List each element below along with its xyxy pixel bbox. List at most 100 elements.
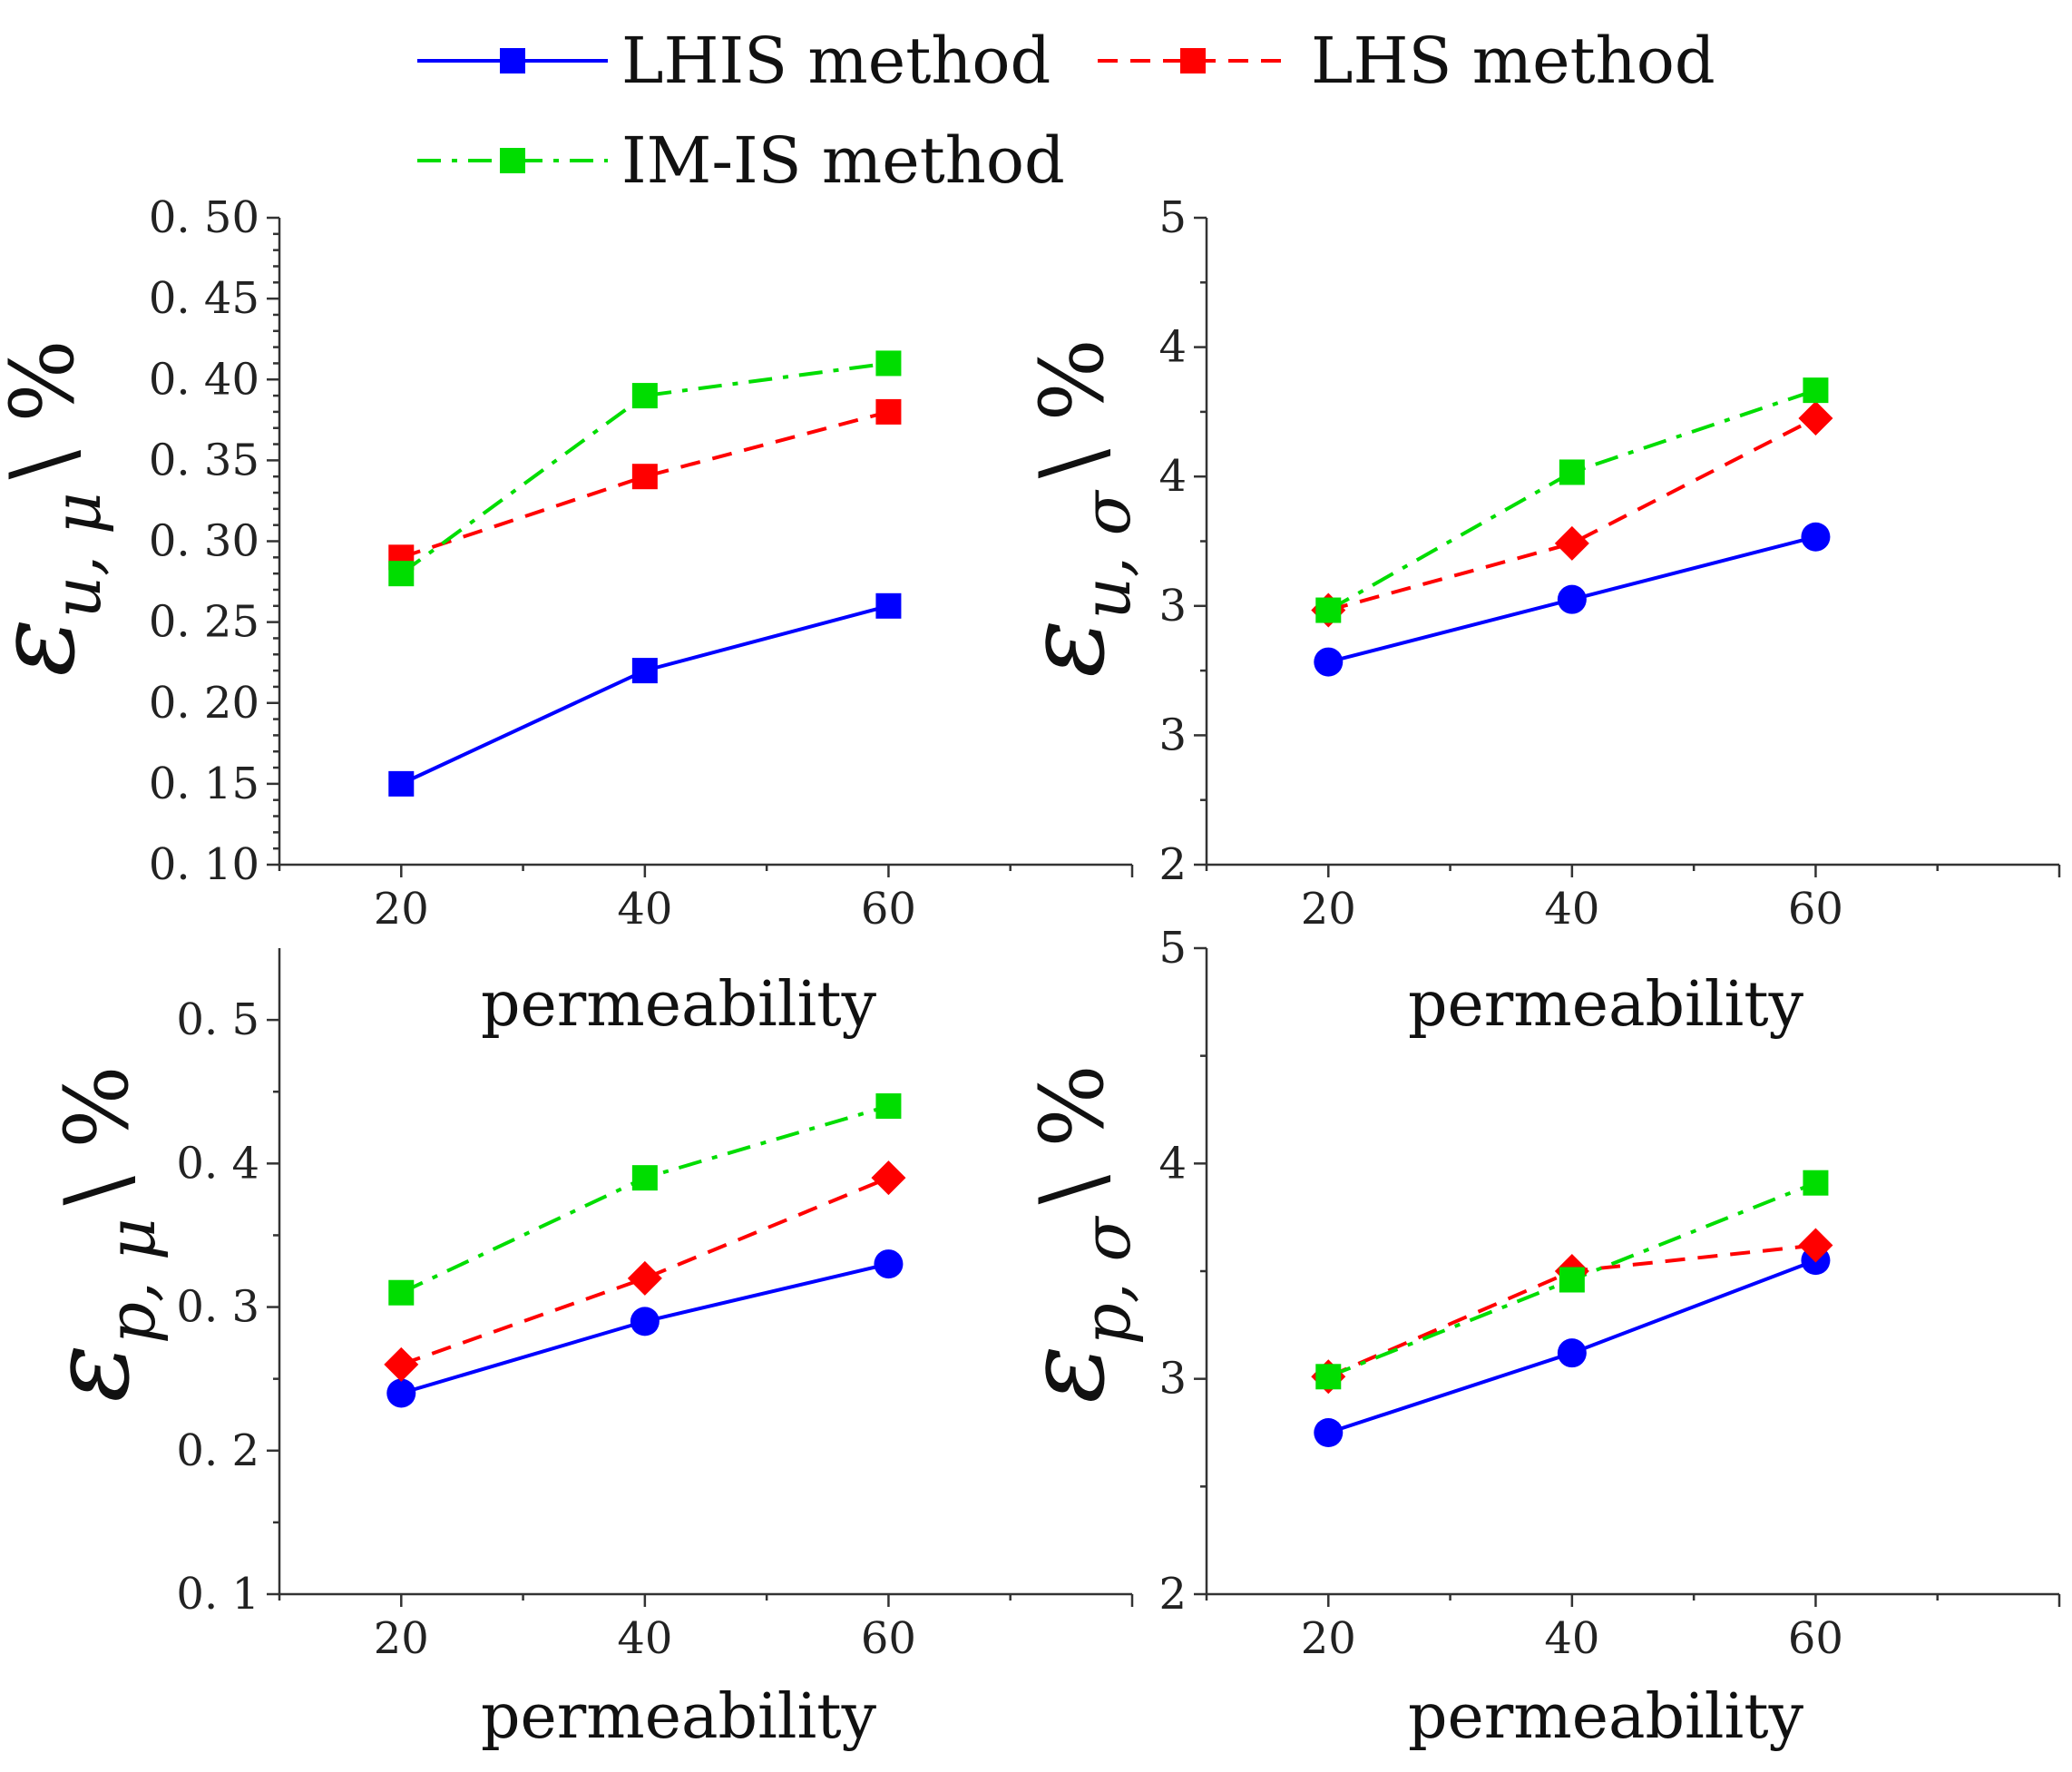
data-point [631, 658, 658, 684]
x-tick-label: 60 [1788, 884, 1843, 935]
legend-marker [500, 48, 525, 73]
y-tick-label: 4 [1158, 1138, 1187, 1189]
y-label-symbol: ε [1002, 1345, 1129, 1403]
data-point [630, 1307, 660, 1336]
data-point [1559, 459, 1585, 485]
y-tick-label: 0. 30 [149, 516, 259, 567]
data-point [1314, 647, 1344, 677]
legend-label: LHS method [1311, 24, 1715, 98]
series-line-lhs-method [400, 409, 889, 560]
data-point [1803, 1170, 1829, 1196]
x-tick-label: 60 [1788, 1613, 1843, 1664]
x-tick-label: 40 [1544, 1613, 1599, 1664]
y-tick-label: 0. 35 [149, 435, 259, 485]
data-point [1557, 584, 1587, 614]
x-tick-label: 60 [861, 1613, 916, 1664]
legend-label: LHIS method [621, 24, 1051, 98]
x-tick-label: 20 [1301, 884, 1356, 935]
data-point [875, 398, 902, 425]
series-line-lhis-method [400, 603, 889, 786]
y-label-unit: \ % [1021, 338, 1123, 478]
x-tick-label: 20 [1301, 1613, 1356, 1664]
y-tick-label: 0. 10 [149, 839, 259, 890]
x-tick-label: 40 [1544, 884, 1599, 935]
data-point [871, 1160, 906, 1196]
y-axis-label: εu, μ \ % [0, 339, 115, 676]
legend-label: IM-IS method [621, 123, 1065, 198]
y-label-symbol: ε [1002, 619, 1129, 677]
data-point [388, 1279, 415, 1306]
data-point [875, 350, 902, 377]
legend-marker [500, 148, 525, 173]
x-tick-label: 40 [617, 1613, 672, 1664]
y-label-unit: \ % [46, 1065, 148, 1205]
x-tick-label: 20 [374, 884, 429, 935]
series-line-lhs-method [400, 1176, 890, 1366]
data-point [1803, 377, 1829, 404]
data-point [875, 592, 902, 619]
y-label-subscript: u, μ [39, 492, 115, 618]
data-point [384, 1346, 419, 1382]
svg-text:εu, σ\ %: εu, σ \ % [1002, 338, 1145, 678]
y-tick-label: 0. 4 [176, 1138, 259, 1189]
data-point [1315, 597, 1342, 623]
legend-marker [1180, 48, 1206, 73]
data-point [631, 464, 658, 490]
data-point [875, 1093, 902, 1120]
data-point [631, 1165, 658, 1191]
y-label-symbol: ε [0, 618, 99, 676]
y-tick-label: 5 [1158, 923, 1187, 974]
x-tick-label: 40 [617, 884, 672, 935]
y-tick-label: 0. 5 [176, 994, 259, 1045]
data-point [1559, 1267, 1585, 1293]
data-point [1801, 522, 1831, 552]
data-point [1798, 401, 1833, 436]
y-tick-label: 3 [1158, 1354, 1187, 1405]
series-line-im-is-method [1327, 388, 1817, 612]
data-point [1554, 525, 1589, 561]
x-axis-label: permeability [1408, 969, 1804, 1041]
y-axis-label: εp, σ \ % [1002, 1064, 1145, 1404]
y-tick-label: 5 [1158, 192, 1187, 243]
svg-text:εp, μ\ %: εp, μ \ % [27, 1065, 170, 1402]
data-point [631, 383, 658, 409]
y-tick-label: 3 [1158, 710, 1187, 760]
x-axis-label: permeability [481, 969, 877, 1041]
y-axis-label: εp, μ \ % [27, 1065, 170, 1402]
data-point [627, 1260, 662, 1296]
y-tick-label: 0. 45 [149, 273, 259, 324]
y-label-subscript: u, σ [1069, 489, 1145, 619]
x-tick-label: 20 [374, 1613, 429, 1664]
y-tick-label: 0. 25 [149, 597, 259, 648]
x-axis-label: permeability [1408, 1681, 1804, 1753]
y-label-unit: \ % [0, 339, 93, 479]
data-point [1798, 1228, 1833, 1263]
y-tick-label: 4 [1158, 451, 1187, 502]
y-label-subscript: p, σ [1069, 1215, 1145, 1345]
data-point [874, 1249, 904, 1279]
legend-entry: IM-IS method [417, 123, 1065, 198]
y-tick-label: 4 [1158, 322, 1187, 373]
svg-text:εp, σ\ %: εp, σ \ % [1002, 1064, 1145, 1404]
data-point [1314, 1418, 1344, 1447]
y-tick-label: 0. 40 [149, 354, 259, 405]
x-axis-label: permeability [481, 1681, 877, 1753]
y-tick-label: 0. 3 [176, 1282, 259, 1333]
y-label-subscript: p, μ [93, 1219, 170, 1345]
y-tick-label: 0. 20 [149, 678, 259, 729]
y-tick-label: 0. 15 [149, 759, 259, 809]
y-label-unit: \ % [1021, 1064, 1123, 1204]
y-label-symbol: ε [27, 1344, 153, 1402]
panel-top-right: 2 3 3 4 4 5 20 40 60 permeability εu, σ \ % [1002, 192, 2061, 1041]
data-point [1315, 1364, 1342, 1390]
legend: LHIS method LHS method IM-IS method [417, 24, 1715, 198]
y-tick-label: 2 [1158, 1569, 1187, 1620]
y-tick-label: 0. 2 [176, 1425, 259, 1476]
series-line-im-is-method [400, 361, 889, 575]
y-tick-label: 0. 1 [176, 1569, 259, 1620]
legend-entry: LHS method [1098, 24, 1715, 98]
legend-entry: LHIS method [417, 24, 1051, 98]
panel-top-left: 0. 10 0. 15 0. 20 0. 25 0. 30 0. 35 0. 40 0. 45… [0, 192, 1134, 1041]
data-point [1557, 1338, 1587, 1368]
